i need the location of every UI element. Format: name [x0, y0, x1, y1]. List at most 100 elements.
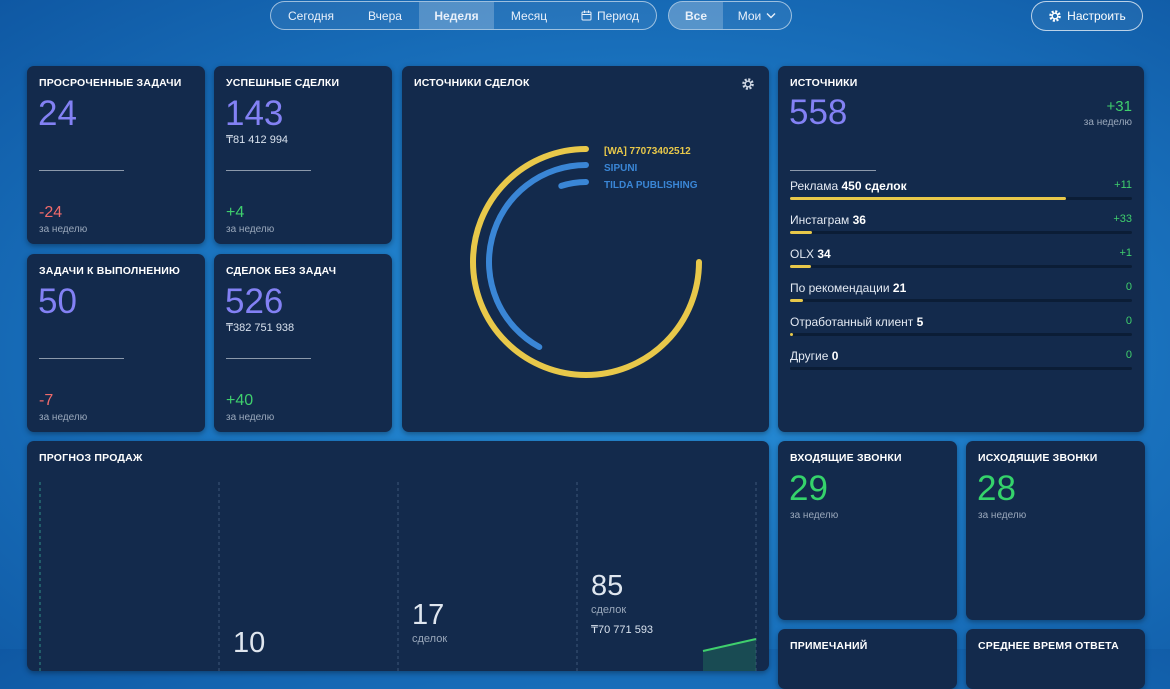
radial-arc: [486, 162, 589, 351]
period-label: Неделя: [434, 8, 479, 23]
card-title: СДЕЛОК БЕЗ ЗАДАЧ: [226, 265, 337, 277]
radial-arc: [470, 146, 702, 378]
card-title: СРЕДНЕЕ ВРЕМЯ ОТВЕТА: [978, 640, 1119, 652]
period-option[interactable]: Сегодня: [271, 2, 351, 29]
card-title: УСПЕШНЫЕ СДЕЛКИ: [226, 77, 340, 89]
period-switch: Сегодня Вчера Неделя Месяц Период: [270, 1, 657, 30]
card-title: ИСХОДЯЩИЕ ЗВОНКИ: [978, 452, 1098, 464]
stat-amount: ₸81 412 994: [226, 134, 289, 146]
source-delta: 0: [1125, 315, 1132, 327]
card-title: ЗАДАЧИ К ВЫПОЛНЕНИЮ: [39, 265, 181, 277]
forecast-count: 10: [233, 627, 266, 659]
settings-label: Настроить: [1067, 9, 1126, 23]
period-label: Период: [596, 8, 640, 23]
gear-icon: [1049, 10, 1061, 22]
stat-value: 526: [225, 282, 284, 321]
source-label: По рекомендации: [790, 281, 890, 295]
source-row: OLX 34 +1: [790, 247, 1132, 268]
forecast-caption: сделок: [412, 633, 448, 645]
divider: [39, 170, 124, 171]
source-delta: 0: [1125, 349, 1132, 361]
stat-value: 24: [38, 94, 77, 133]
period-option[interactable]: Месяц: [494, 2, 564, 29]
bar-fill: [790, 197, 1066, 200]
legend-label: [WA] 77073402512: [604, 146, 691, 157]
source-row: Другие 0 0: [790, 349, 1132, 370]
stat-value: 143: [225, 94, 284, 133]
source-count: 5: [916, 315, 924, 329]
calls-card: ИСХОДЯЩИЕ ЗВОНКИ 28 за неделю: [966, 441, 1145, 620]
source-row: Отработанный клиент 5 0: [790, 315, 1132, 336]
card-title: ПРОСРОЧЕННЫЕ ЗАДАЧИ: [39, 77, 182, 89]
bar-fill: [790, 231, 813, 234]
stat-card: ЗАДАЧИ К ВЫПОЛНЕНИЮ 50 -7 за неделю: [27, 254, 205, 432]
scope-label: Мои: [737, 8, 762, 23]
deal-sources-card: ИСТОЧНИКИ СДЕЛОК [WA] 77073402512 SIPUNI T…: [402, 66, 769, 432]
forecast-grid: [39, 482, 757, 671]
divider: [39, 358, 124, 359]
period-label: Месяц: [510, 8, 548, 23]
source-count: 36: [852, 213, 866, 227]
period-label: Вчера: [368, 8, 402, 23]
scope-option[interactable]: Все: [669, 2, 723, 29]
period-option[interactable]: Период: [564, 2, 656, 29]
chevron-icon: [766, 13, 776, 19]
bar-track: [790, 333, 1132, 336]
bar-fill: [790, 265, 811, 268]
card-title: ПРИМЕЧАНИЙ: [790, 640, 868, 652]
source-label: Другие: [790, 349, 829, 363]
source-label: OLX: [790, 247, 815, 261]
calls-caption: за неделю: [978, 510, 1027, 521]
card-title: ПРОГНОЗ ПРОДАЖ: [39, 452, 143, 464]
sources-card: ИСТОЧНИКИ 558 +31 за неделю Реклама 450 …: [778, 66, 1144, 432]
calls-value: 29: [789, 469, 828, 508]
forecast-amount: ₸70 771 593: [591, 624, 654, 636]
stat-card: УСПЕШНЫЕ СДЕЛКИ 143 ₸81 412 994 +4 за неделю: [214, 66, 392, 244]
calls-caption: за неделю: [790, 510, 839, 521]
radial-chart: [WA] 77073402512 SIPUNI TILDA PUBLISHING: [470, 146, 702, 378]
calls-card: ВХОДЯЩИЕ ЗВОНКИ 29 за неделю: [778, 441, 957, 620]
source-count: 0: [831, 349, 839, 363]
sources-delta: +31: [1106, 98, 1132, 115]
stat-delta-caption: за неделю: [226, 412, 275, 423]
source-delta: 0: [1125, 281, 1132, 293]
sources-delta-caption: за неделю: [1083, 117, 1132, 128]
bar-fill: [790, 333, 794, 336]
stat-delta: -24: [39, 204, 63, 221]
scope-label: Все: [684, 8, 707, 23]
bar-track: [790, 265, 1132, 268]
stat-amount: ₸382 751 938: [226, 322, 295, 334]
stat-value: 50: [38, 282, 77, 321]
stat-delta-caption: за неделю: [39, 412, 88, 423]
source-row: Инстаграм 36 +33: [790, 213, 1132, 234]
gear-icon[interactable]: [741, 77, 755, 91]
source-row: По рекомендации 21 0: [790, 281, 1132, 302]
source-label: Инстаграм: [790, 213, 850, 227]
source-label: Отработанный клиент: [790, 315, 914, 329]
stat-delta-caption: за неделю: [39, 224, 88, 235]
stat-delta: +4: [226, 204, 245, 221]
period-option[interactable]: Неделя: [419, 2, 494, 29]
settings-button[interactable]: Настроить: [1031, 1, 1143, 31]
period-option[interactable]: Вчера: [351, 2, 419, 29]
bar-track: [790, 231, 1132, 234]
forecast-card: ПРОГНОЗ ПРОДАЖ 10 17 сделок 85 сделок ₸70 771…: [27, 441, 769, 671]
calendar-icon: [581, 10, 592, 21]
card-title: ВХОДЯЩИЕ ЗВОНКИ: [790, 452, 902, 464]
divider: [226, 358, 311, 359]
legend-label: SIPUNI: [604, 163, 638, 174]
calls-value: 28: [977, 469, 1016, 508]
card-title: ИСТОЧНИКИ: [790, 77, 858, 89]
source-row: Реклама 450 сделок +11: [790, 179, 1132, 200]
source-label: Реклама: [790, 179, 839, 193]
card-title: ИСТОЧНИКИ СДЕЛОК: [414, 77, 530, 89]
divider: [790, 170, 876, 171]
stat-card: ПРОСРОЧЕННЫЕ ЗАДАЧИ 24 -24 за неделю: [27, 66, 205, 244]
source-count: 34: [817, 247, 831, 261]
divider: [226, 170, 311, 171]
forecast-count: 85: [591, 570, 624, 602]
stat-delta: -7: [39, 392, 54, 409]
scope-option[interactable]: Мои: [723, 2, 791, 29]
bar-track: [790, 197, 1132, 200]
